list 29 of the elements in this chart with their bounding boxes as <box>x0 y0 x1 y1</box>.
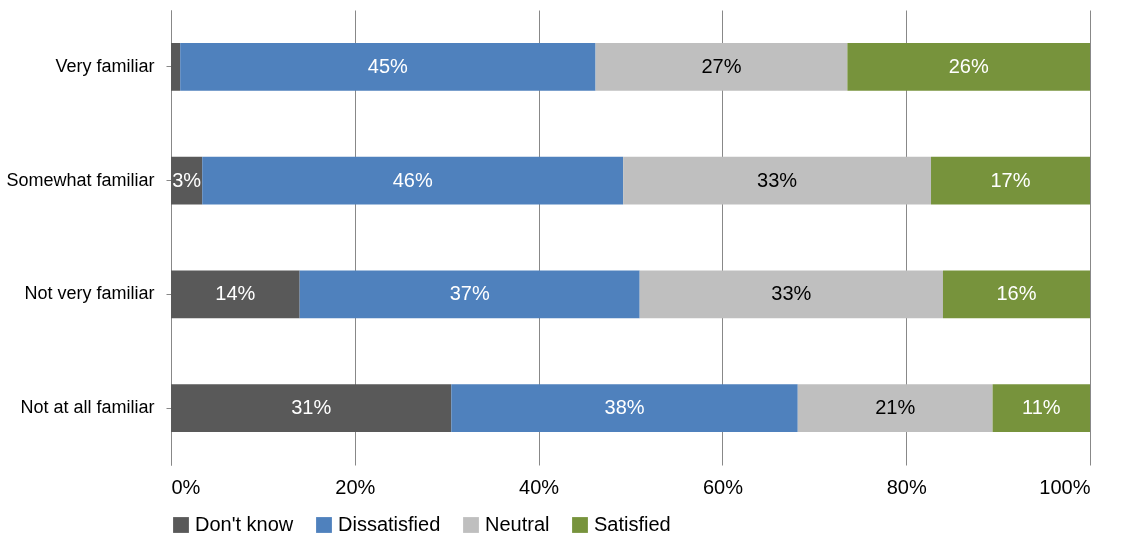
data-label: 31% <box>291 396 332 419</box>
data-label: 38% <box>604 396 645 419</box>
y-tick-label: Very familiar <box>55 55 155 76</box>
x-tick-label: 0% <box>171 475 201 498</box>
data-label: 33% <box>757 168 798 191</box>
legend-label: Dissatisfied <box>338 513 441 535</box>
y-tick-label: Not very familiar <box>24 283 155 304</box>
x-tick-label: 100% <box>1039 475 1091 498</box>
x-tick-label: 40% <box>519 475 560 498</box>
data-label: 21% <box>875 396 916 419</box>
x-tick-label: 80% <box>886 475 927 498</box>
legend-label: Satisfied <box>594 513 671 535</box>
data-label: 3% <box>172 168 202 191</box>
data-label: 27% <box>701 54 742 77</box>
data-label: 17% <box>990 168 1031 191</box>
data-label: 26% <box>948 54 989 77</box>
data-label: 45% <box>367 54 409 77</box>
data-label: 14% <box>215 282 256 305</box>
data-label: 16% <box>996 282 1037 305</box>
data-label: 11% <box>1022 396 1061 419</box>
y-tick-label: Not at all familiar <box>20 397 155 418</box>
x-tick-label: 20% <box>335 475 376 498</box>
x-tick-label: 60% <box>702 475 744 498</box>
data-label: 33% <box>771 282 812 305</box>
y-tick-label: Somewhat familiar <box>6 169 155 190</box>
data-label: 46% <box>392 168 433 191</box>
legend-label: Don't know <box>195 513 294 535</box>
data-label: 37% <box>449 282 490 305</box>
legend-label: Neutral <box>485 513 550 535</box>
